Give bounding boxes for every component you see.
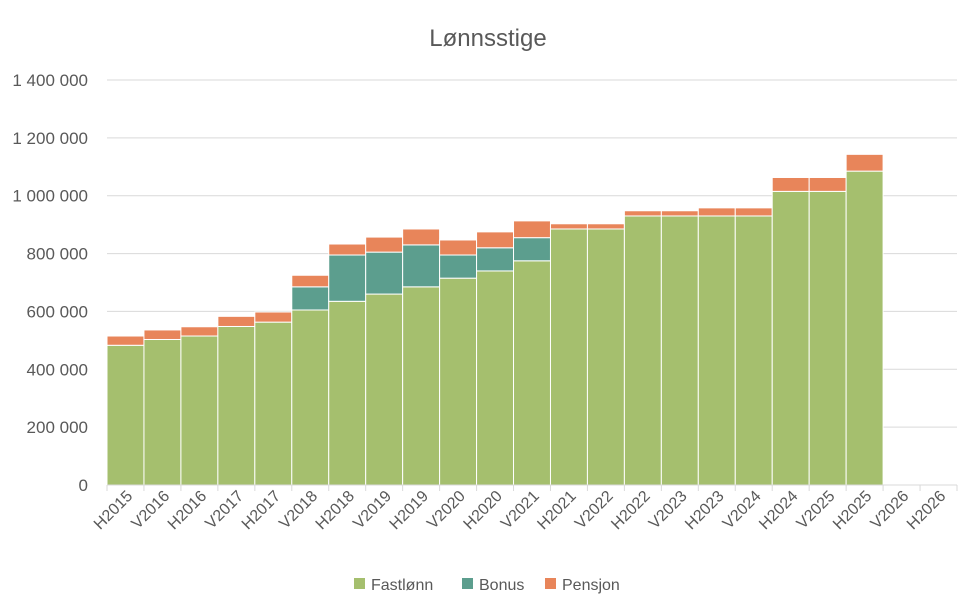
bar-fastlønn-h2022: [623, 215, 662, 486]
bar-fastlønn-h2015: [106, 344, 145, 486]
x-tick-label: H2026: [904, 488, 949, 533]
bar-fastlønn-v2023: [660, 215, 699, 486]
bar-fastlønn-v2017: [217, 325, 256, 486]
bar-pensjon-v2017: [217, 315, 256, 327]
y-tick-labels: 0 200 000 400 000 600 000 800 000 1 000 000 1 …: [12, 71, 88, 495]
x-tick-label: H2019: [387, 488, 432, 533]
legend-label-pensjon: Pensjon: [562, 577, 620, 594]
bar-pensjon-h2022: [623, 210, 662, 217]
x-tick-label: H2018: [313, 488, 358, 533]
bar-pensjon-h2024: [771, 176, 810, 192]
chart-title: Lønnsstige: [429, 25, 546, 52]
bar-fastlønn-h2018: [328, 300, 367, 486]
x-tick-label: V2026: [868, 488, 913, 533]
bar-bonus-h2020: [476, 247, 515, 272]
bar-pensjon-h2017: [254, 311, 293, 323]
bar-fastlønn-h2017: [254, 321, 293, 486]
x-tick-label: V2017: [202, 488, 247, 533]
bar-pensjon-h2021: [549, 223, 588, 230]
bar-pensjon-h2025: [845, 153, 884, 172]
bar-bonus-v2019: [365, 251, 404, 295]
bar-bonus-v2018: [291, 286, 330, 311]
bar-pensjon-v2018: [291, 274, 330, 288]
bars: [106, 153, 884, 486]
bar-bonus-v2021: [513, 237, 551, 262]
x-tick-label: V2020: [424, 488, 469, 533]
x-tick-label: V2019: [350, 488, 395, 533]
x-tick-label: H2020: [461, 488, 506, 533]
y-tick-label: 200 000: [27, 418, 88, 437]
y-tick-label: 1 200 000: [12, 129, 88, 148]
x-tick-label: H2022: [608, 488, 653, 533]
x-tick-label: V2025: [794, 488, 839, 533]
bar-fastlønn-v2020: [439, 277, 478, 486]
bar-pensjon-v2016: [143, 329, 182, 340]
x-tick-labels: H2015V2016H2016V2017H2017V2018H2018V2019…: [91, 485, 958, 533]
legend-label-bonus: Bonus: [479, 577, 524, 594]
legend-swatch-bonus: [462, 578, 473, 589]
legend: Fastlønn Bonus Pensjon: [354, 577, 620, 594]
bar-bonus-v2020: [439, 254, 478, 279]
bar-fastlønn-h2025: [845, 170, 884, 486]
bar-fastlønn-v2021: [513, 260, 551, 486]
bar-bonus-h2018: [328, 254, 367, 302]
x-tick-label: H2017: [239, 488, 284, 533]
bar-pensjon-v2024: [734, 207, 773, 217]
x-tick-label: H2016: [165, 488, 210, 533]
bar-pensjon-v2021: [513, 220, 551, 239]
y-tick-label: 800 000: [27, 245, 88, 264]
bar-pensjon-v2023: [660, 210, 699, 217]
bar-pensjon-h2020: [476, 231, 515, 249]
y-tick-label: 600 000: [27, 302, 88, 321]
bar-bonus-h2019: [402, 244, 441, 288]
bar-pensjon-v2022: [586, 223, 625, 230]
y-tick-label: 400 000: [27, 360, 88, 379]
legend-swatch-pensjon: [545, 578, 556, 589]
bar-pensjon-h2018: [328, 243, 367, 256]
bar-pensjon-v2020: [439, 239, 478, 256]
bar-fastlønn-h2020: [476, 270, 515, 486]
bar-fastlønn-h2023: [697, 215, 736, 486]
y-tick-label: 0: [79, 476, 88, 495]
x-tick-label: H2023: [682, 488, 727, 533]
x-tick-label: V2021: [498, 488, 543, 533]
x-tick-label: V2024: [720, 488, 765, 533]
x-tick-label: H2024: [756, 488, 801, 533]
x-tick-label: V2022: [572, 488, 617, 533]
bar-fastlønn-v2019: [365, 293, 404, 486]
y-tick-label: 1 400 000: [12, 71, 88, 90]
y-tick-label: 1 000 000: [12, 187, 88, 206]
legend-label-fastlønn: Fastlønn: [371, 577, 433, 594]
x-tick-label: H2025: [830, 488, 875, 533]
bar-pensjon-h2019: [402, 228, 441, 246]
bar-fastlønn-v2024: [734, 215, 773, 486]
bar-fastlønn-v2018: [291, 309, 330, 486]
bar-pensjon-v2019: [365, 236, 404, 253]
bar-fastlønn-h2024: [771, 190, 810, 486]
bar-fastlønn-h2019: [402, 286, 441, 486]
x-tick-label: V2023: [646, 488, 691, 533]
bar-pensjon-h2016: [180, 326, 219, 337]
x-tick-label: H2021: [534, 488, 579, 533]
x-tick-label: V2018: [276, 488, 321, 533]
bar-pensjon-v2025: [808, 176, 847, 192]
bar-pensjon-h2015: [106, 335, 145, 346]
legend-swatch-fastlønn: [354, 578, 365, 589]
bar-fastlønn-h2016: [180, 335, 219, 486]
x-tick-label: V2016: [129, 488, 174, 533]
bar-fastlønn-v2022: [586, 228, 625, 486]
bar-fastlønn-v2016: [143, 338, 182, 486]
bar-pensjon-h2023: [697, 207, 736, 217]
x-tick-label: H2015: [91, 488, 136, 533]
bar-fastlønn-v2025: [808, 190, 847, 486]
bar-fastlønn-h2021: [549, 228, 588, 486]
